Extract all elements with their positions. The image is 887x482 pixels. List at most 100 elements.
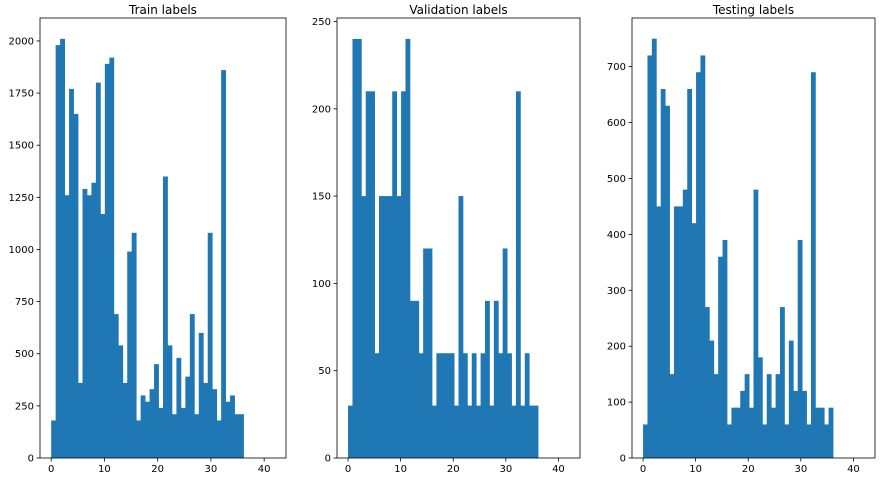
histogram-bar [225, 401, 231, 458]
histogram-bar [771, 407, 776, 458]
histogram-bar [797, 239, 803, 458]
histogram-bar [533, 405, 539, 458]
histogram-bar [673, 206, 679, 458]
histogram-bar [735, 407, 741, 458]
x-tick-label: 0 [345, 464, 351, 475]
x-tick-label: 20 [151, 464, 164, 475]
histogram-bar [409, 300, 415, 458]
histogram-bar [86, 195, 92, 458]
histogram-bar [198, 332, 204, 458]
histogram-bar [647, 55, 653, 459]
histogram-bar [802, 390, 807, 458]
y-tick-label: 0 [28, 454, 34, 465]
histogram-bar [436, 353, 442, 458]
histogram-bar [824, 424, 830, 458]
histogram-bar [775, 374, 781, 458]
histogram-bar [163, 176, 168, 459]
histogram-bar [762, 424, 768, 458]
histogram-bar [793, 390, 799, 458]
histogram-bar [109, 57, 115, 459]
y-tick-label: 300 [607, 286, 626, 297]
histogram-bar [471, 353, 477, 458]
histogram-bar [440, 353, 446, 458]
chart-title: Validation labels [409, 3, 507, 17]
histogram-bar [104, 63, 110, 458]
x-tick-label: 10 [394, 464, 407, 475]
histogram-bar [462, 353, 468, 458]
histogram-bar [678, 206, 684, 458]
histogram-bar [230, 395, 235, 458]
histogram-bar [828, 407, 834, 458]
x-tick-label: 0 [48, 464, 54, 475]
histogram-bar [396, 196, 402, 458]
histogram-bar [731, 407, 737, 458]
histogram-bar [131, 232, 137, 458]
histogram-bar [643, 424, 648, 458]
histogram-bar [757, 357, 763, 458]
histogram-bar [370, 91, 375, 458]
y-tick-label: 250 [312, 17, 331, 28]
x-tick-label: 40 [847, 464, 860, 475]
histogram-bar [507, 353, 512, 458]
histogram-bar [498, 353, 504, 458]
chart-title: Testing labels [712, 3, 794, 17]
histogram-bar [780, 307, 785, 458]
histogram-bar [740, 390, 746, 458]
y-tick-label: 200 [607, 342, 626, 353]
y-tick-label: 100 [312, 279, 331, 290]
y-tick-label: 500 [607, 174, 626, 185]
histogram-bar [401, 91, 406, 458]
histogram-bar [700, 55, 706, 459]
histogram-bar [788, 340, 794, 458]
histogram-bar [718, 256, 723, 458]
histogram-bar [352, 38, 358, 458]
histogram-bar [51, 420, 57, 458]
histogram-bar [216, 420, 222, 458]
histogram-bar [476, 405, 481, 458]
histogram-bar [145, 401, 150, 458]
histogram-bar [502, 248, 508, 458]
histogram-bar [480, 353, 486, 458]
histogram-bar [687, 89, 693, 458]
y-tick-label: 700 [607, 62, 626, 73]
y-tick-label: 1250 [9, 193, 34, 204]
y-tick-label: 500 [15, 349, 34, 360]
bars [348, 38, 539, 458]
bars [643, 38, 834, 459]
histogram-bar [405, 38, 411, 458]
histogram-bar [766, 374, 772, 458]
histogram-bar [458, 196, 464, 458]
histogram-bar [69, 88, 74, 459]
x-tick-label: 30 [205, 464, 218, 475]
histogram-bar [753, 189, 759, 458]
histogram-bar [91, 182, 97, 459]
x-tick-label: 20 [742, 464, 755, 475]
histogram-bar [167, 345, 173, 458]
histogram-bar [73, 113, 79, 459]
histogram-bar [221, 70, 227, 458]
histogram-bar [365, 91, 371, 458]
histogram-bar [485, 300, 490, 458]
histogram-bar [158, 407, 164, 458]
histogram-bar [383, 196, 389, 458]
histogram-bar [122, 382, 128, 458]
histogram-bar [656, 206, 662, 458]
y-tick-label: 100 [607, 398, 626, 409]
histogram-bar [361, 196, 367, 458]
histogram-bar [414, 300, 420, 458]
histogram-bar [669, 374, 675, 458]
x-tick-label: 30 [794, 464, 807, 475]
x-tick-label: 0 [640, 464, 646, 475]
histogram-bar [515, 91, 521, 458]
histogram-bar [704, 307, 710, 458]
histogram-bar [511, 405, 517, 458]
histogram-bar [171, 414, 177, 458]
histogram-bar [493, 300, 499, 458]
x-tick-label: 20 [447, 464, 460, 475]
histogram-bar [95, 82, 101, 458]
histogram-bar [82, 189, 88, 458]
histogram-bar [449, 353, 455, 458]
histogram-bar [176, 357, 182, 458]
histogram-bar [784, 424, 790, 458]
histogram-bar [64, 195, 70, 458]
